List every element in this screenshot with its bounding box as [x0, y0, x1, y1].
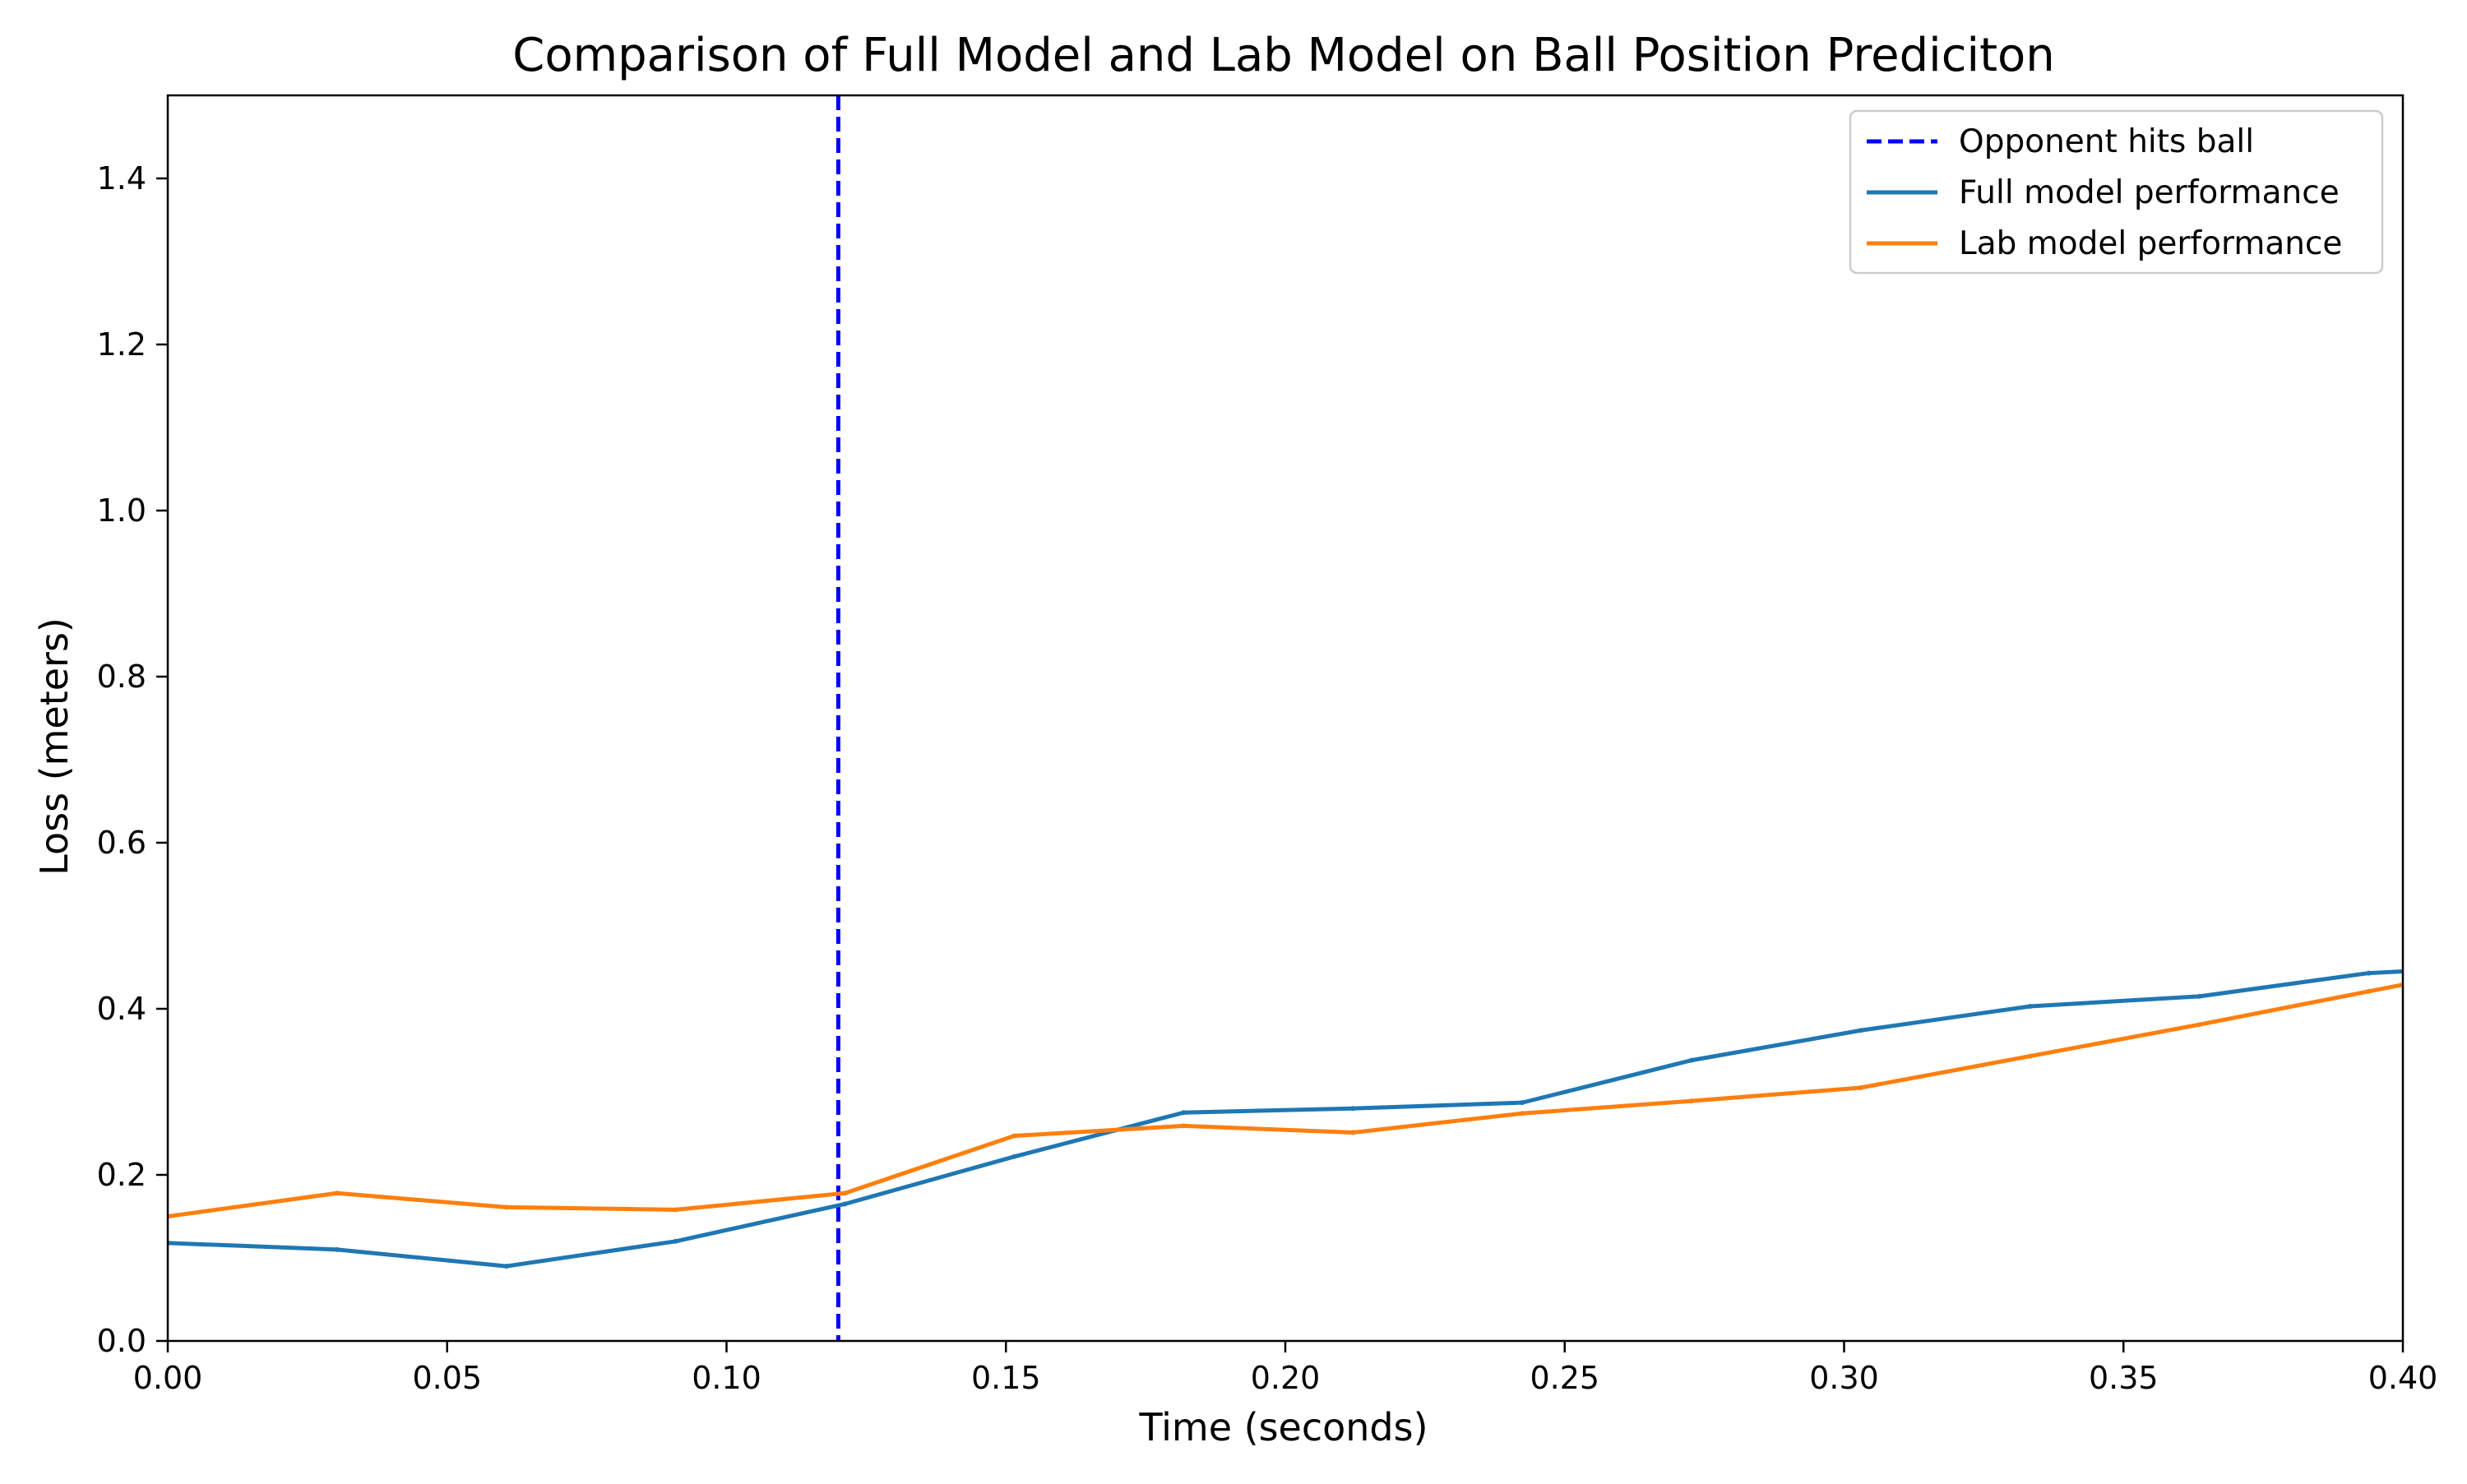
data-point [842, 1190, 848, 1196]
legend: Opponent hits ball Full model performance… [1849, 109, 2384, 275]
data-point [1011, 1133, 1017, 1139]
data-point [503, 1264, 509, 1269]
data-point [2027, 1003, 2033, 1009]
x-tick-label: 0.00 [133, 1360, 203, 1396]
y-tick-label: 0.0 [97, 1323, 146, 1359]
y-tick-label: 1.2 [97, 326, 146, 363]
data-point [2366, 988, 2372, 994]
y-axis-label: Loss (meters) [32, 617, 76, 876]
x-tick-label: 0.35 [2089, 1360, 2159, 1396]
y-tick-label: 0.4 [97, 991, 146, 1027]
x-tick-label: 0.15 [971, 1360, 1041, 1396]
data-point [673, 1207, 678, 1213]
data-point [1688, 1098, 1694, 1104]
x-tick-label: 0.25 [1530, 1360, 1599, 1396]
plot-frame [166, 94, 2405, 1343]
data-point [1858, 1028, 1863, 1033]
legend-entry-opponent-hits-ball-label: Opponent hits ball [1959, 123, 2254, 160]
data-point [1181, 1110, 1187, 1116]
data-point [673, 1238, 678, 1244]
x-axis-label: Time (seconds) [1138, 1405, 1428, 1449]
data-point [334, 1246, 340, 1252]
data-point [1520, 1100, 1525, 1106]
plot-area: 0.00 0.05 0.10 0.15 0.20 0.25 0.30 0.35 0.40 0.0 0… [97, 94, 2438, 1396]
y-tick-label: 1.0 [97, 492, 146, 529]
legend-entry-lab-model-label: Lab model performance [1959, 225, 2342, 262]
data-point [1181, 1123, 1187, 1129]
data-point [1350, 1130, 1356, 1135]
data-point [2196, 1022, 2202, 1028]
data-point [2196, 993, 2202, 999]
y-tick-label: 0.6 [97, 825, 146, 861]
legend-box [1849, 109, 2384, 275]
y-tick-label: 1.4 [97, 160, 146, 196]
data-point [1688, 1057, 1694, 1063]
data-point [334, 1190, 340, 1196]
data-point [2366, 970, 2372, 976]
x-tick-label: 0.40 [2368, 1360, 2438, 1396]
legend-entry-full-model-label: Full model performance [1959, 174, 2340, 211]
chart-title: Comparison of Full Model and Lab Model o… [512, 29, 2055, 82]
y-tick-label: 0.2 [97, 1157, 146, 1193]
y-tick-label: 0.8 [97, 659, 146, 695]
data-point [842, 1201, 848, 1207]
x-tick-label: 0.20 [1251, 1360, 1321, 1396]
data-point [2027, 1053, 2033, 1059]
data-point [1520, 1111, 1525, 1116]
data-point [1350, 1106, 1356, 1112]
data-point [503, 1204, 509, 1210]
x-tick-label: 0.05 [412, 1360, 482, 1396]
x-tick-label: 0.30 [1809, 1360, 1879, 1396]
data-point [1011, 1153, 1017, 1159]
data-point [1858, 1084, 1863, 1090]
x-tick-label: 0.10 [692, 1360, 761, 1396]
